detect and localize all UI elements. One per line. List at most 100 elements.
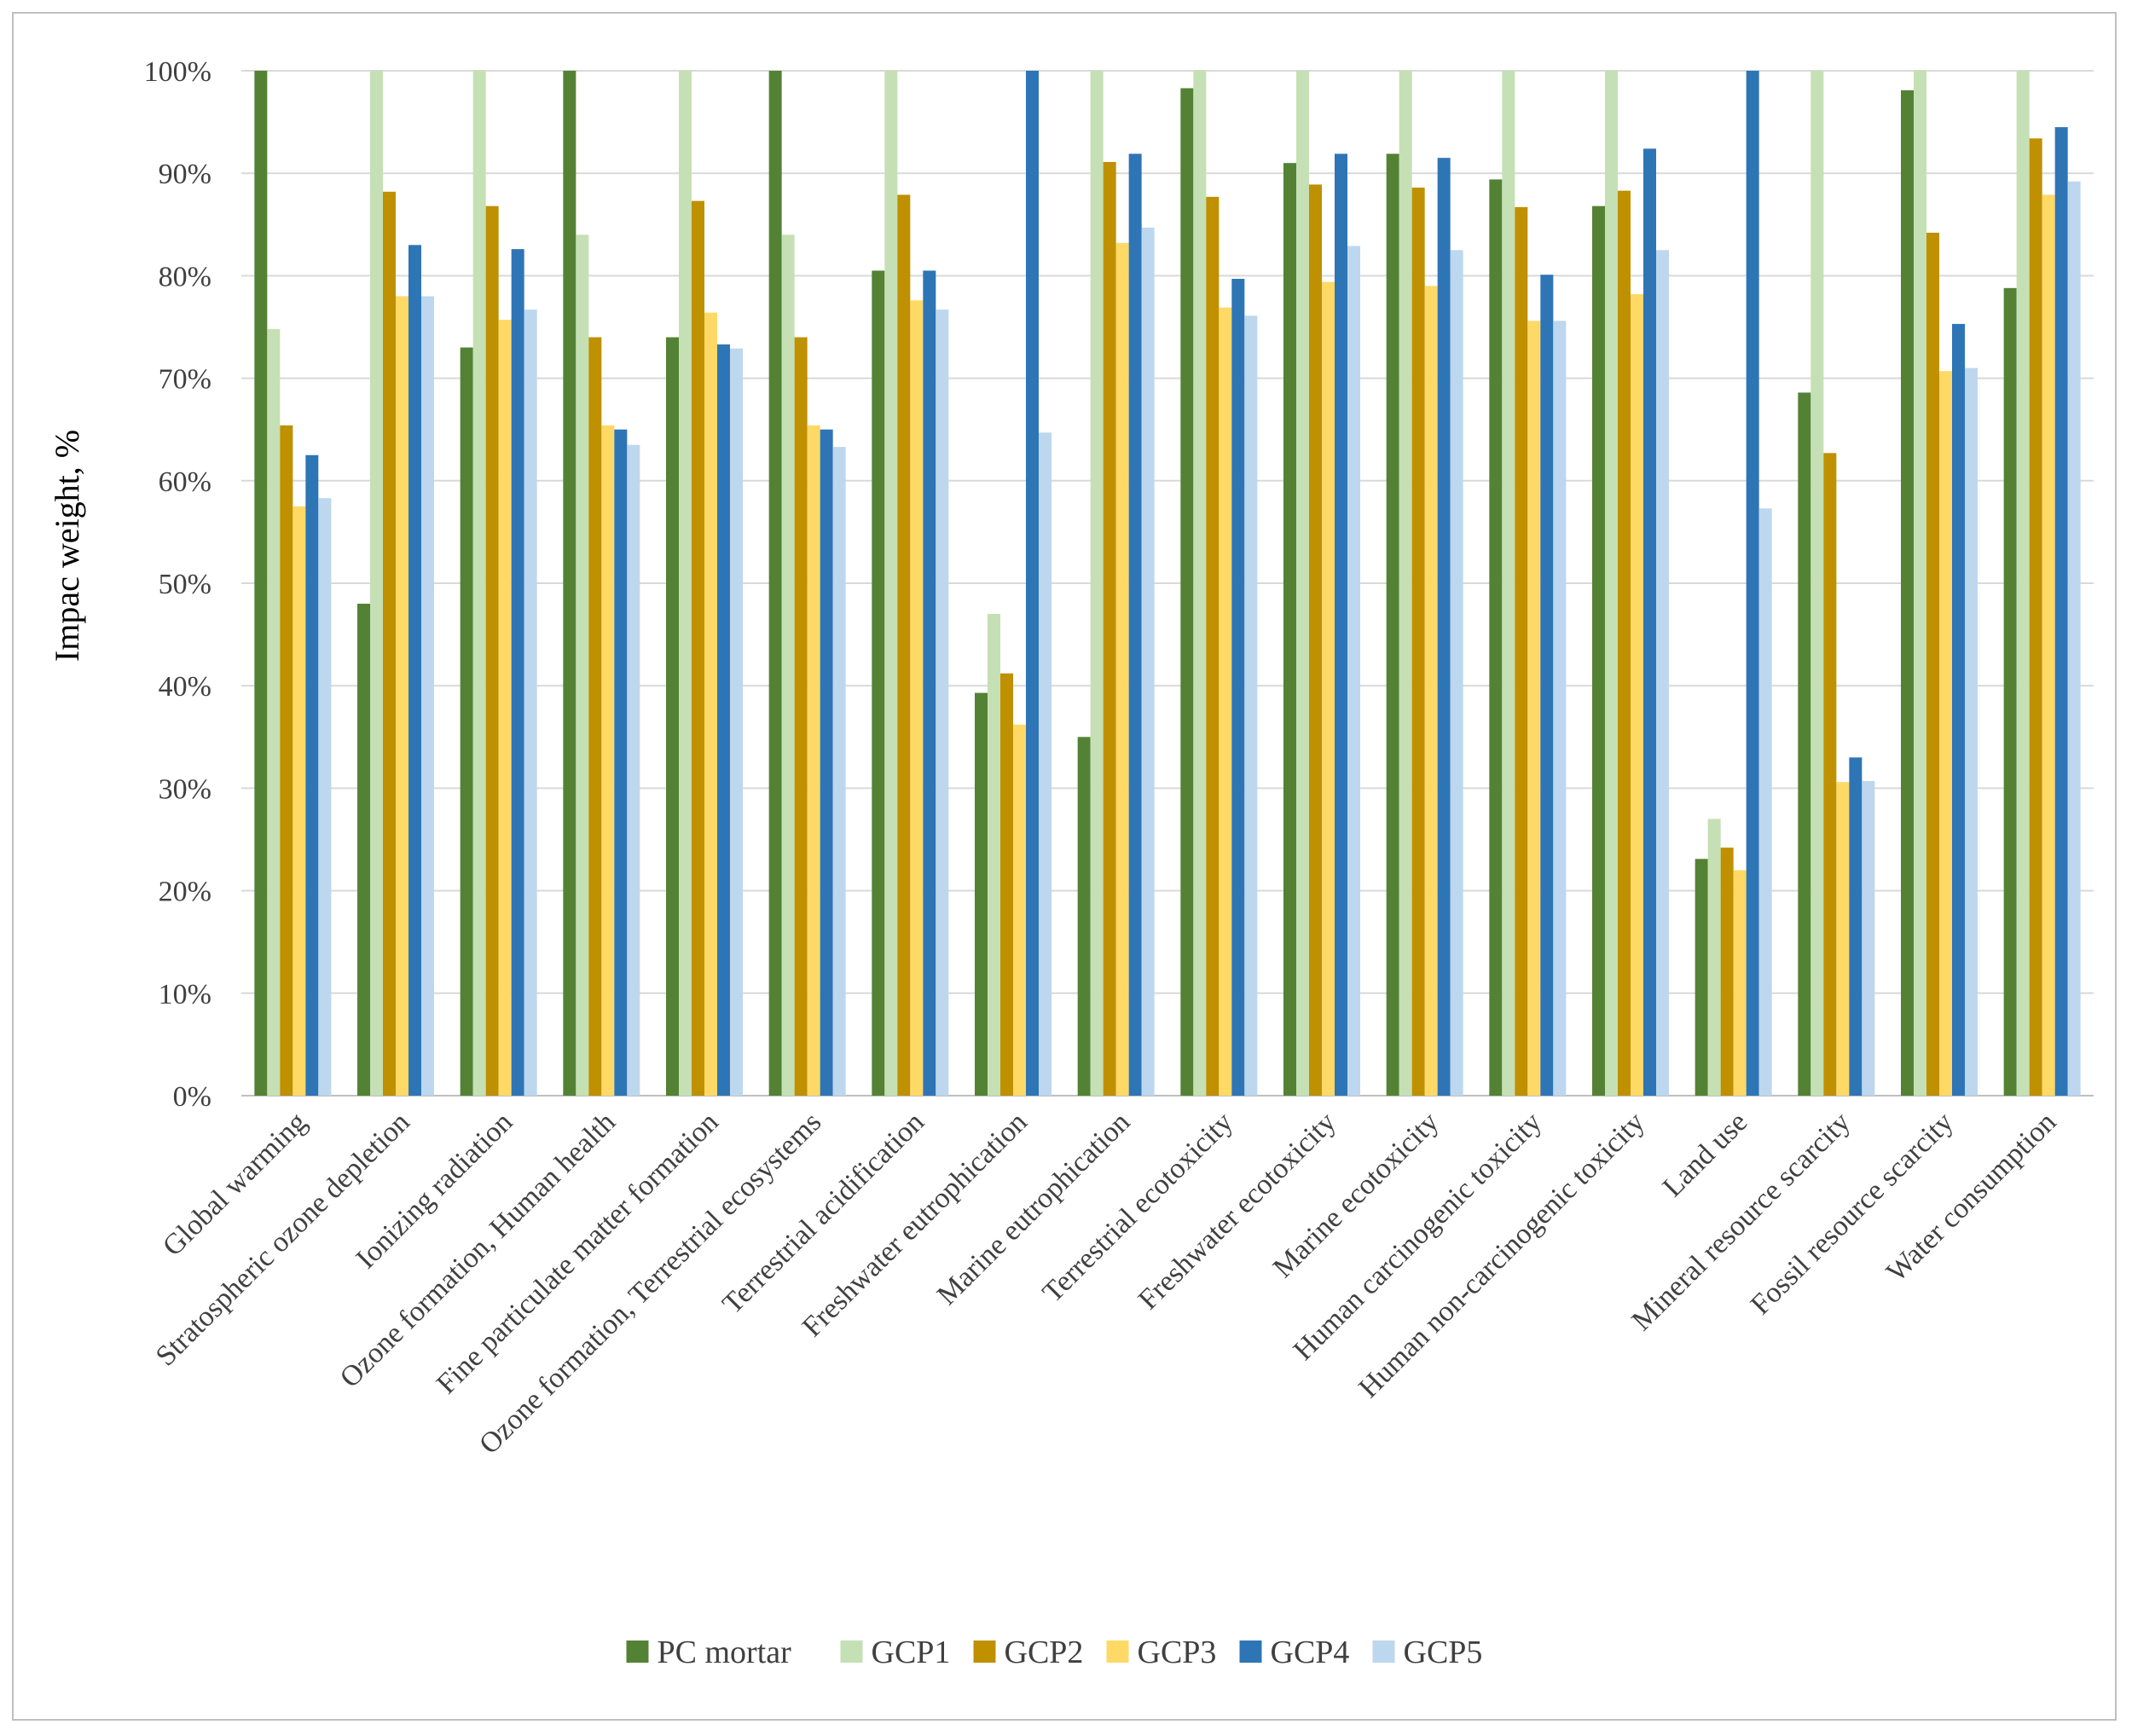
bar-gcp1 bbox=[1502, 71, 1515, 1096]
bar-gcp1 bbox=[370, 71, 383, 1096]
bar-pc-mortar bbox=[1592, 205, 1605, 1096]
bar-gcp2 bbox=[2029, 138, 2042, 1096]
bar-gcp1 bbox=[1914, 71, 1926, 1096]
y-tick-label: 0% bbox=[173, 1081, 211, 1113]
y-tick-label: 60% bbox=[159, 466, 211, 498]
legend-swatch bbox=[1239, 1641, 1262, 1663]
bar-gcp5 bbox=[832, 447, 846, 1096]
y-axis-label: Impac weight, % bbox=[48, 430, 86, 662]
y-tick-label: 80% bbox=[159, 261, 211, 292]
bar-gcp5 bbox=[627, 444, 640, 1096]
bar-gcp5 bbox=[318, 498, 332, 1096]
bar-gcp4 bbox=[1335, 153, 1347, 1096]
x-tick-label: Freshwater ecotoxicity bbox=[1133, 1106, 1342, 1316]
legend-label: GCP4 bbox=[1271, 1635, 1350, 1670]
bar-gcp5 bbox=[1553, 321, 1567, 1097]
bar-gcp1 bbox=[267, 328, 281, 1096]
legend-swatch bbox=[973, 1641, 996, 1663]
bar-gcp4 bbox=[1746, 71, 1759, 1096]
bar-gcp2 bbox=[383, 191, 396, 1097]
bar-gcp4 bbox=[1026, 71, 1039, 1096]
bar-gcp1 bbox=[576, 234, 589, 1096]
gridlines bbox=[241, 70, 2094, 1097]
legend-swatch bbox=[840, 1641, 863, 1663]
bar-gcp1 bbox=[1193, 71, 1207, 1096]
y-tick-label: 70% bbox=[159, 364, 211, 396]
x-tick-label: Terrestrial ecotoxicity bbox=[1037, 1106, 1239, 1308]
bar-pc-mortar bbox=[1489, 179, 1503, 1097]
bar-gcp4 bbox=[408, 245, 421, 1097]
bar-gcp5 bbox=[936, 310, 949, 1096]
bar-gcp5 bbox=[2067, 181, 2081, 1096]
bar-gcp5 bbox=[730, 348, 743, 1096]
bar-gcp5 bbox=[1347, 246, 1360, 1096]
bar-gcp5 bbox=[1450, 250, 1463, 1097]
bar-pc-mortar bbox=[1283, 163, 1296, 1097]
x-tick-label: Fossil resource scarcity bbox=[1745, 1106, 1960, 1321]
bar-pc-mortar bbox=[1180, 88, 1194, 1097]
bar-gcp2 bbox=[1515, 206, 1528, 1097]
legend-swatch bbox=[626, 1641, 649, 1663]
bar-gcp4 bbox=[1231, 279, 1245, 1097]
legend-swatch bbox=[1372, 1641, 1395, 1663]
bar-gcp5 bbox=[1244, 315, 1258, 1096]
bar-pc-mortar bbox=[975, 692, 988, 1096]
bar-pc-mortar bbox=[460, 347, 473, 1096]
bar-pc-mortar bbox=[1077, 737, 1091, 1096]
bar-pc-mortar bbox=[666, 337, 679, 1096]
bar-gcp1 bbox=[1810, 71, 1824, 1096]
bar-gcp2 bbox=[1103, 161, 1116, 1096]
bar-gcp5 bbox=[1758, 508, 1772, 1096]
y-tick-label: 10% bbox=[159, 979, 211, 1010]
legend: PC mortar GCP1 GCP2 GCP3 GCP4 GCP5 bbox=[626, 1635, 1482, 1670]
bar-gcp2 bbox=[692, 200, 704, 1096]
bar-gcp3 bbox=[601, 425, 615, 1097]
bar-gcp2 bbox=[1823, 453, 1837, 1096]
bar-gcp4 bbox=[1540, 275, 1554, 1096]
bar-gcp1 bbox=[2016, 71, 2030, 1096]
bar-gcp2 bbox=[1206, 196, 1220, 1097]
bar-gcp2 bbox=[1411, 188, 1425, 1097]
y-tick-label: 50% bbox=[159, 569, 211, 600]
bar-gcp5 bbox=[1656, 250, 1669, 1097]
x-tick-label: Water consumption bbox=[1880, 1106, 2062, 1288]
bar-gcp2 bbox=[280, 425, 293, 1097]
bar-gcp3 bbox=[1115, 242, 1129, 1096]
bar-gcp2 bbox=[588, 337, 602, 1096]
bar-gcp5 bbox=[1862, 780, 1875, 1096]
bar-pc-mortar bbox=[2003, 287, 2017, 1097]
legend-label: GCP2 bbox=[1005, 1635, 1084, 1670]
bar-gcp3 bbox=[1322, 281, 1335, 1096]
bar-gcp3 bbox=[2042, 194, 2055, 1096]
bar-gcp4 bbox=[1437, 158, 1451, 1096]
bar-gcp4 bbox=[1952, 323, 1965, 1096]
bar-gcp4 bbox=[614, 429, 628, 1096]
bar-gcp2 bbox=[1618, 190, 1631, 1096]
bar-gcp2 bbox=[897, 194, 911, 1096]
bar-pc-mortar bbox=[1798, 392, 1811, 1097]
bar-gcp3 bbox=[910, 300, 924, 1096]
bar-gcp1 bbox=[1399, 71, 1412, 1096]
bar-gcp1 bbox=[1707, 819, 1721, 1096]
bar-gcp3 bbox=[1939, 371, 1952, 1096]
bar-gcp3 bbox=[1733, 870, 1747, 1096]
bar-gcp3 bbox=[807, 425, 820, 1097]
bar-gcp4 bbox=[511, 249, 524, 1096]
bar-gcp1 bbox=[781, 234, 795, 1096]
bar-pc-mortar bbox=[1901, 90, 1914, 1096]
legend-label: GCP1 bbox=[872, 1635, 951, 1670]
bar-gcp3 bbox=[704, 312, 717, 1096]
bar-gcp4 bbox=[820, 429, 833, 1096]
y-tick-label: 90% bbox=[159, 159, 211, 190]
legend-swatch bbox=[1106, 1641, 1129, 1663]
x-tick-label: Land use bbox=[1657, 1106, 1754, 1203]
legend-label: PC mortar bbox=[658, 1635, 792, 1670]
x-tick-label: Marine eutrophication bbox=[931, 1106, 1136, 1311]
x-tick-label: Terrestrial acidification bbox=[716, 1106, 930, 1320]
bar-gcp4 bbox=[717, 344, 730, 1097]
bar-gcp3 bbox=[1631, 294, 1643, 1096]
bar-gcp5 bbox=[1039, 432, 1052, 1096]
bar-pc-mortar bbox=[563, 71, 576, 1096]
bar-gcp2 bbox=[794, 337, 808, 1096]
